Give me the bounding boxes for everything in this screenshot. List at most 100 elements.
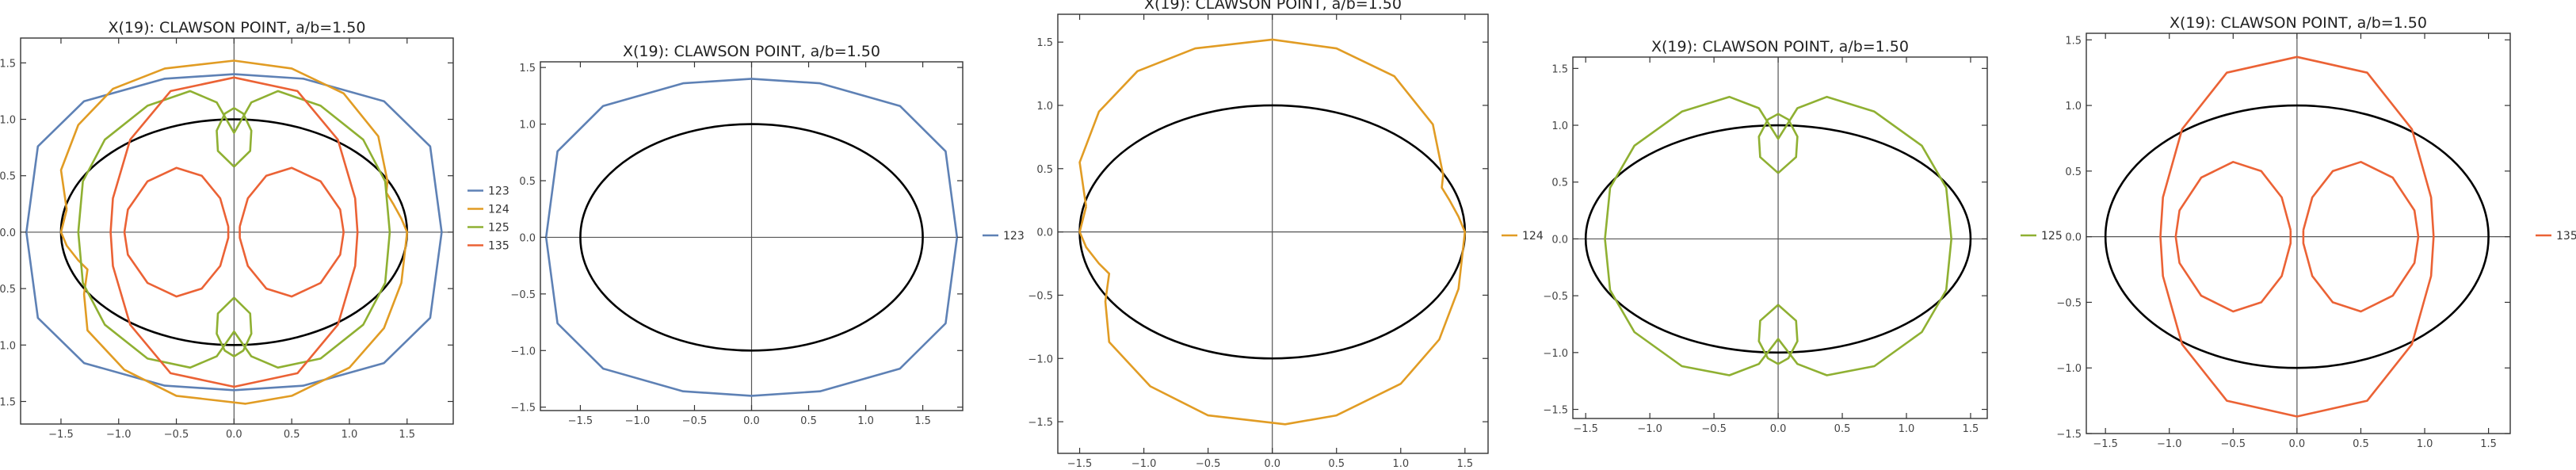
chart-panel-5: X(19): CLAWSON POINT, a/b=1.50 −1.5 −1.0 −0… — [2056, 14, 2576, 450]
x-tick-label: 0.0 — [2289, 438, 2306, 450]
y-tick-label: −0.5 — [1028, 290, 1053, 302]
x-tick-label: −1.5 — [48, 429, 74, 441]
legend-label-125: 125 — [2041, 230, 2063, 243]
chart-panel-1: X(19): CLAWSON POINT, a/b=1.50 −1.5 −1.0 −0… — [0, 19, 509, 441]
legend-label-125: 125 — [488, 222, 509, 235]
chart-panel-2: X(19): CLAWSON POINT, a/b=1.50 −1.5 −1.0 −0… — [510, 43, 1024, 427]
x-tick-label: 0.0 — [1770, 423, 1787, 435]
y-tick-label: 1.0 — [2065, 101, 2082, 113]
x-tick-label: −1.0 — [1637, 423, 1662, 435]
y-tick-label: −0.5 — [2056, 297, 2082, 309]
y-tick-label: −1.5 — [2056, 429, 2082, 441]
chart-panel-3: X(19): CLAWSON POINT, a/b=1.50 −1.5 −1.0 −0… — [1028, 0, 1543, 470]
legend: 125 — [2021, 230, 2063, 243]
legend-label-123: 123 — [488, 185, 509, 198]
x-tick-label: −1.5 — [568, 415, 593, 427]
y-tick-label: 0.0 — [1036, 227, 1053, 239]
y-tick-label: 1.0 — [1036, 101, 1053, 113]
series-135-curve — [2159, 55, 2435, 418]
chart-title: X(19): CLAWSON POINT, a/b=1.50 — [1144, 0, 1402, 13]
chart-title: X(19): CLAWSON POINT, a/b=1.50 — [623, 43, 880, 60]
plot-frame — [1572, 56, 1988, 419]
y-tick-label: −1.0 — [0, 340, 16, 352]
y-tick-label: 1.5 — [2065, 35, 2082, 47]
x-tick-label: 1.0 — [857, 415, 874, 427]
legend-label-124: 124 — [1522, 230, 1544, 243]
x-tick-label: −0.5 — [164, 429, 189, 441]
x-tick-label: −0.5 — [2221, 438, 2246, 450]
legend: 135 — [2536, 230, 2576, 243]
plot-frame — [2086, 32, 2511, 434]
y-tick-label: 1.5 — [1551, 63, 1568, 75]
y-tick-label: 1.5 — [0, 58, 16, 70]
y-tick-label: 0.0 — [2065, 232, 2082, 244]
reference-ellipse — [579, 123, 924, 352]
x-tick-label: 1.5 — [2480, 438, 2497, 450]
x-tick-label: −1.0 — [625, 415, 651, 427]
y-tick-label: 0.5 — [1551, 178, 1568, 189]
y-tick-label: −1.0 — [1543, 348, 1568, 360]
y-tick-label: −0.5 — [510, 289, 536, 301]
x-tick-label: 1.0 — [2417, 438, 2433, 450]
x-tick-label: 1.0 — [1392, 458, 1409, 470]
x-tick-label: 0.5 — [1834, 423, 1851, 435]
legend: 123 124 125 135 — [467, 185, 509, 253]
chart-panel-4: X(19): CLAWSON POINT, a/b=1.50 −1.5 −1.0 −0… — [1543, 38, 2062, 435]
y-tick-label: 1.0 — [0, 115, 16, 127]
series-125-curve — [1604, 95, 1952, 376]
y-tick-label: 1.0 — [1551, 120, 1568, 132]
x-tick-label: −1.0 — [2157, 438, 2182, 450]
x-tick-label: −1.5 — [2093, 438, 2118, 450]
series-124-curve — [1078, 38, 1467, 426]
series-124-curve — [59, 59, 409, 405]
series-125-curve — [77, 90, 391, 369]
x-tick-label: 1.0 — [1899, 423, 1915, 435]
series-123-curve — [544, 78, 959, 397]
x-tick-label: 1.0 — [342, 429, 358, 441]
plot-frame — [20, 37, 454, 425]
x-tick-label: −0.5 — [1701, 423, 1727, 435]
x-tick-label: 0.5 — [284, 429, 300, 441]
plot-frame — [1057, 13, 1489, 454]
y-tick-label: −1.5 — [0, 397, 16, 409]
y-tick-label: 0.0 — [1551, 234, 1568, 246]
chart-title: X(19): CLAWSON POINT, a/b=1.50 — [108, 19, 365, 36]
legend-label-135: 135 — [488, 240, 509, 253]
x-tick-label: 0.0 — [1264, 458, 1280, 470]
chart-title: X(19): CLAWSON POINT, a/b=1.50 — [1651, 38, 1909, 55]
series-135-curve — [109, 76, 359, 388]
y-tick-label: −0.5 — [0, 284, 16, 296]
y-tick-label: 1.5 — [1036, 37, 1053, 49]
y-tick-label: −1.0 — [1028, 353, 1053, 365]
x-tick-label: 0.0 — [226, 429, 242, 441]
y-tick-label: −1.5 — [1543, 405, 1568, 417]
y-tick-label: −1.0 — [2056, 363, 2082, 375]
x-tick-label: 1.5 — [399, 429, 415, 441]
x-tick-label: 0.5 — [800, 415, 817, 427]
y-tick-label: 0.0 — [519, 232, 536, 244]
y-tick-label: −1.5 — [1028, 417, 1053, 429]
x-tick-label: 0.5 — [1328, 458, 1345, 470]
legend: 123 — [983, 230, 1025, 243]
x-tick-label: 0.0 — [743, 415, 760, 427]
y-tick-label: −1.5 — [510, 403, 536, 415]
y-tick-label: 0.5 — [519, 176, 536, 188]
reference-ellipse — [1584, 124, 1972, 354]
legend-label-135: 135 — [2556, 230, 2576, 243]
x-tick-label: 1.5 — [1963, 423, 1979, 435]
x-tick-label: −1.0 — [106, 429, 132, 441]
y-tick-label: 1.0 — [519, 120, 536, 132]
y-tick-label: −0.5 — [1543, 291, 1568, 303]
y-tick-label: 1.5 — [519, 63, 536, 75]
chart-title: X(19): CLAWSON POINT, a/b=1.50 — [2170, 14, 2427, 32]
reference-ellipse — [2104, 104, 2490, 369]
x-tick-label: −0.5 — [1196, 458, 1221, 470]
y-tick-label: 0.0 — [0, 227, 16, 239]
y-tick-label: 0.5 — [0, 171, 16, 183]
x-tick-label: −1.0 — [1132, 458, 1157, 470]
legend: 124 — [1502, 230, 1544, 243]
x-tick-label: −1.5 — [1067, 458, 1093, 470]
y-tick-label: −1.0 — [510, 346, 536, 357]
x-tick-label: 1.5 — [1456, 458, 1473, 470]
